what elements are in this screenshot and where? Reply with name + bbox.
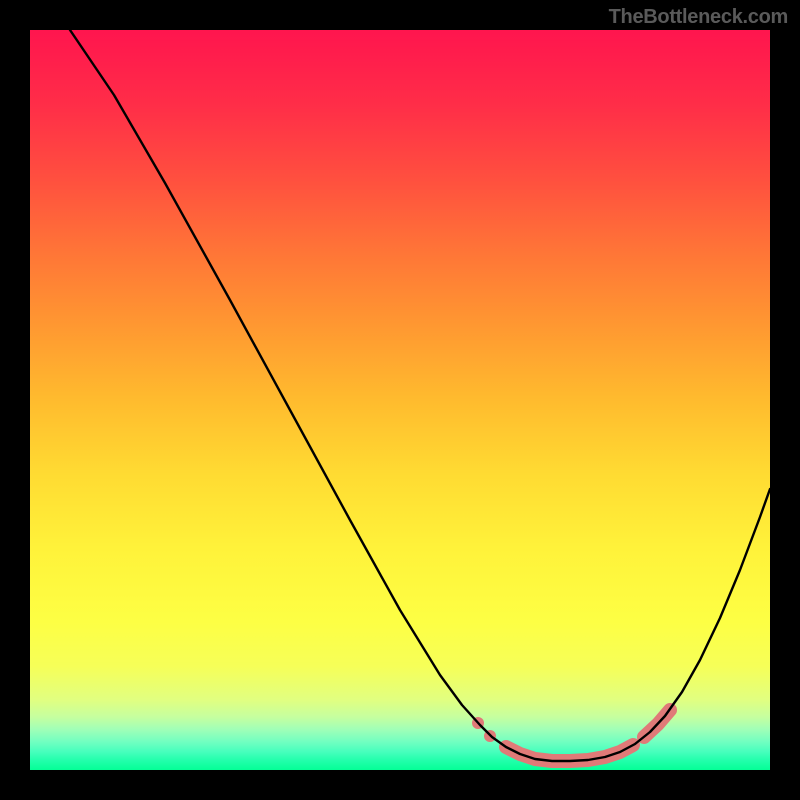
plot-area — [30, 30, 770, 770]
plot-svg — [30, 30, 770, 770]
watermark-text: TheBottleneck.com — [609, 6, 788, 29]
chart-frame: TheBottleneck.com — [0, 0, 800, 800]
